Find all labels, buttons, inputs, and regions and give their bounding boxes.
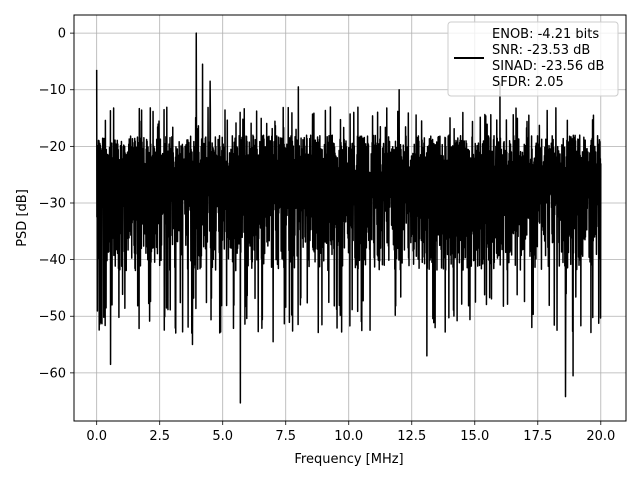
x-tick-label: 15.0: [460, 429, 489, 444]
y-tick-label: −40: [39, 253, 66, 268]
legend-text-line: SFDR: 2.05: [492, 75, 564, 90]
x-tick-label: 10.0: [334, 429, 363, 444]
y-tick-label: −60: [39, 366, 66, 381]
y-tick-label: −50: [39, 310, 66, 325]
x-axis-label: Frequency [MHz]: [294, 452, 403, 467]
x-tick-label: 20.0: [586, 429, 615, 444]
legend-text-line: SINAD: -23.56 dB: [492, 59, 604, 74]
y-tick-label: −10: [39, 83, 66, 98]
x-tick-label: 0.0: [86, 429, 107, 444]
legend-text-line: ENOB: -4.21 bits: [492, 27, 599, 42]
legend: ENOB: -4.21 bits SNR: -23.53 dB SINAD: -23…: [447, 21, 619, 97]
y-tick-label: 0: [58, 27, 66, 42]
x-tick-label: 7.5: [275, 429, 296, 444]
x-tick-label: 17.5: [523, 429, 552, 444]
x-tick-label: 5.0: [212, 429, 233, 444]
x-tick-label: 12.5: [397, 429, 426, 444]
legend-box: [447, 21, 619, 97]
legend-text-line: SNR: -23.53 dB: [492, 43, 590, 58]
psd-series-line: [95, 32, 602, 404]
x-tick-label: 2.5: [149, 429, 170, 444]
ticks: 0.0 2.5 5.0 7.5 10.0 12.5 15.0 17.5 20.0 0 −10 −20 −…: [39, 27, 616, 444]
y-tick-label: −20: [39, 140, 66, 155]
legend-series-label: ENOB: -4.21 bits SNR: -23.53 dB SINAD: -23…: [492, 27, 604, 90]
y-tick-label: −30: [39, 196, 66, 211]
axes-frame: [73, 14, 627, 422]
series-layer: [95, 32, 602, 404]
y-axis-label: PSD [dB]: [15, 189, 30, 247]
